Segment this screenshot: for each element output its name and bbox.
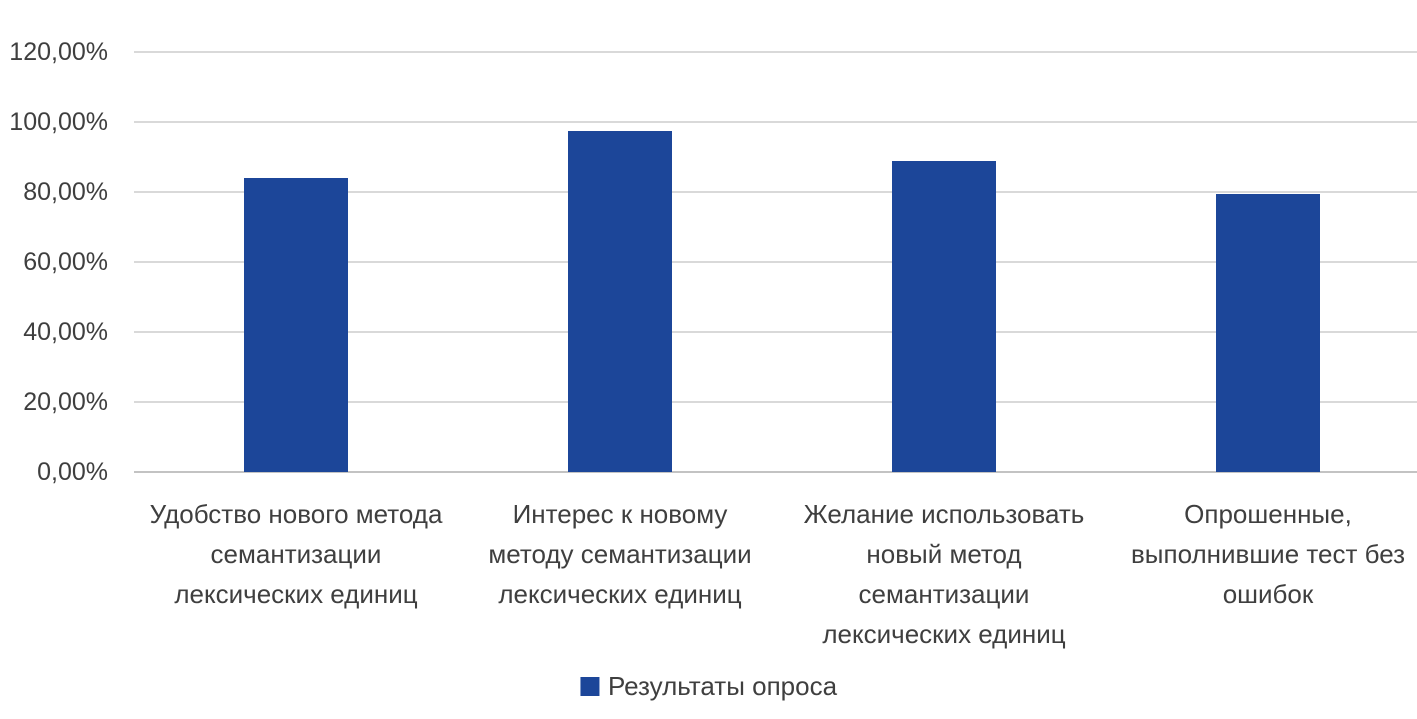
gridline — [134, 121, 1417, 123]
gridline — [134, 331, 1417, 333]
y-tick-label: 80,00% — [23, 178, 108, 206]
bar-4 — [1216, 193, 1320, 472]
gridline — [134, 261, 1417, 263]
legend-marker-square — [579, 676, 599, 696]
y-tick-label: 120,00% — [9, 38, 108, 66]
y-axis: 0,00% 20,00% 40,00% 60,00% 80,00% 100,00% 120,… — [0, 0, 112, 719]
y-tick-label: 20,00% — [23, 388, 108, 416]
legend: Результаты опроса — [579, 669, 838, 703]
legend-label: Результаты опроса — [607, 671, 838, 701]
y-tick-label: 40,00% — [23, 318, 108, 346]
y-tick-label: 60,00% — [23, 248, 108, 276]
gridline — [134, 401, 1417, 403]
gridline — [134, 191, 1417, 193]
y-tick-label: 100,00% — [9, 108, 108, 136]
gridline — [134, 51, 1417, 53]
x-axis-line — [134, 471, 1417, 473]
bar-1 — [244, 178, 348, 472]
bar-2 — [568, 130, 672, 472]
plot-area — [134, 0, 1417, 719]
bar-3 — [892, 160, 996, 472]
y-tick-label: 0,00% — [37, 458, 108, 486]
